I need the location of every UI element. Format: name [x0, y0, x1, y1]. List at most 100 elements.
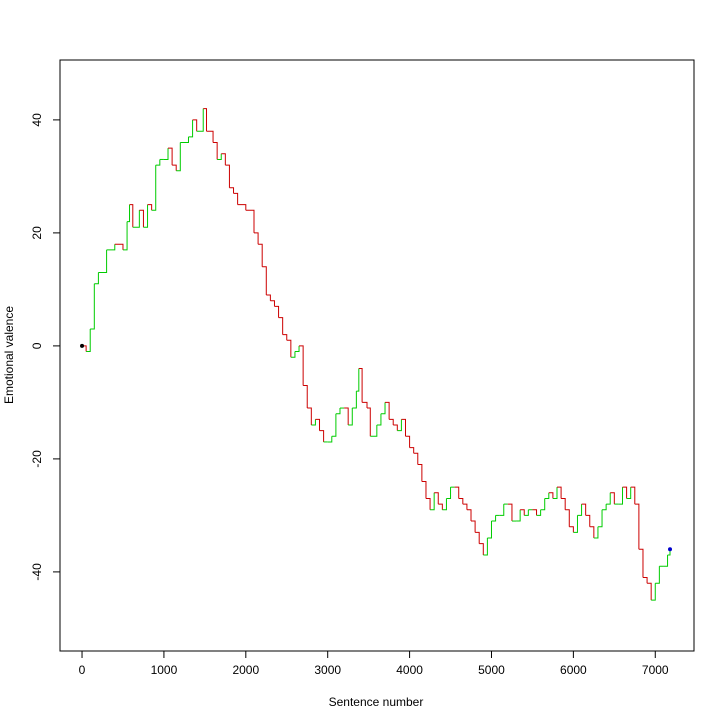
- line-step: [192, 119, 198, 132]
- line-step: [655, 566, 660, 584]
- x-axis-label: Sentence number: [329, 695, 424, 709]
- line-step: [602, 504, 607, 511]
- x-tick-label: 5000: [478, 663, 505, 677]
- line-step: [196, 108, 204, 132]
- line-step: [552, 487, 558, 499]
- line-step: [466, 509, 472, 522]
- line-step: [577, 504, 583, 516]
- line-step: [94, 272, 99, 285]
- line-step: [143, 204, 149, 228]
- line-step: [290, 351, 296, 358]
- line-step: [282, 334, 288, 341]
- line-step: [348, 408, 353, 426]
- x-tick-label: 0: [79, 663, 86, 677]
- line-step: [499, 504, 505, 516]
- line-step: [532, 509, 538, 516]
- line-step: [254, 232, 259, 245]
- line-step: [462, 503, 468, 510]
- line-step: [536, 509, 542, 516]
- y-tick-label: -40: [30, 563, 44, 581]
- line-step: [286, 339, 292, 358]
- line-step: [327, 436, 333, 443]
- line-step: [376, 413, 382, 426]
- line-step: [188, 119, 194, 138]
- line-step: [585, 514, 591, 527]
- line-step: [262, 266, 267, 296]
- line-step: [90, 283, 95, 330]
- line-step: [367, 407, 371, 437]
- line-step: [544, 492, 550, 499]
- line-step: [589, 526, 595, 538]
- line-step: [622, 486, 628, 499]
- end-point: [668, 547, 673, 552]
- line-step: [229, 187, 235, 194]
- line-step: [294, 345, 300, 353]
- line-step: [319, 430, 325, 442]
- y-tick-label: 0: [30, 342, 44, 349]
- line-step: [203, 108, 208, 132]
- line-step: [278, 317, 284, 335]
- y-tick-label: 40: [30, 113, 44, 127]
- line-step: [434, 492, 439, 505]
- line-step: [569, 526, 574, 533]
- line-step: [237, 204, 247, 211]
- line-step: [266, 294, 271, 301]
- x-tick-label: 3000: [314, 663, 341, 677]
- line-step: [647, 582, 652, 601]
- line-step: [129, 204, 134, 228]
- line-step: [413, 452, 419, 465]
- line-step: [606, 492, 611, 505]
- line-step: [483, 537, 488, 556]
- line-step: [597, 509, 603, 528]
- line-step: [206, 130, 214, 143]
- line-step: [163, 148, 169, 160]
- y-axis-label: Emotional valence: [2, 306, 16, 404]
- y-tick-label: -20: [30, 450, 44, 468]
- line-step: [520, 509, 525, 516]
- line-step: [114, 243, 124, 250]
- line-step: [397, 419, 402, 432]
- line-step: [638, 548, 644, 578]
- line-step: [634, 503, 640, 550]
- line-step: [642, 577, 648, 584]
- plot-frame: [59, 59, 695, 652]
- line-step: [548, 492, 554, 499]
- line-step: [225, 164, 230, 188]
- line-step: [180, 136, 189, 143]
- line-step: [626, 487, 632, 499]
- line-step: [315, 418, 321, 431]
- line-step: [217, 153, 222, 160]
- line-step: [565, 509, 570, 527]
- line-step: [311, 419, 316, 426]
- line-step: [475, 531, 480, 544]
- line-step: [147, 204, 153, 211]
- line-step: [98, 249, 108, 273]
- line-step: [405, 435, 411, 448]
- line-step: [139, 209, 144, 228]
- line-step: [155, 159, 161, 166]
- line-step: [540, 498, 546, 511]
- line-step: [307, 407, 312, 425]
- line-step: [106, 244, 116, 251]
- x-tick-label: 6000: [560, 663, 587, 677]
- line-step: [362, 401, 368, 409]
- line-step: [401, 418, 406, 437]
- line-step: [581, 503, 587, 516]
- line-step: [446, 487, 452, 499]
- line-step: [421, 480, 427, 499]
- line-step: [151, 165, 157, 211]
- line-step: [491, 515, 497, 522]
- line-step: [299, 345, 304, 386]
- line-step: [176, 142, 181, 172]
- x-tick-label: 4000: [396, 663, 423, 677]
- line-step: [479, 543, 484, 555]
- line-step: [663, 554, 669, 567]
- x-tick-label: 1000: [151, 663, 178, 677]
- line-step: [409, 447, 415, 454]
- line-step: [610, 492, 615, 505]
- start-point: [80, 343, 85, 348]
- line-step: [487, 521, 492, 539]
- line-step: [524, 509, 529, 516]
